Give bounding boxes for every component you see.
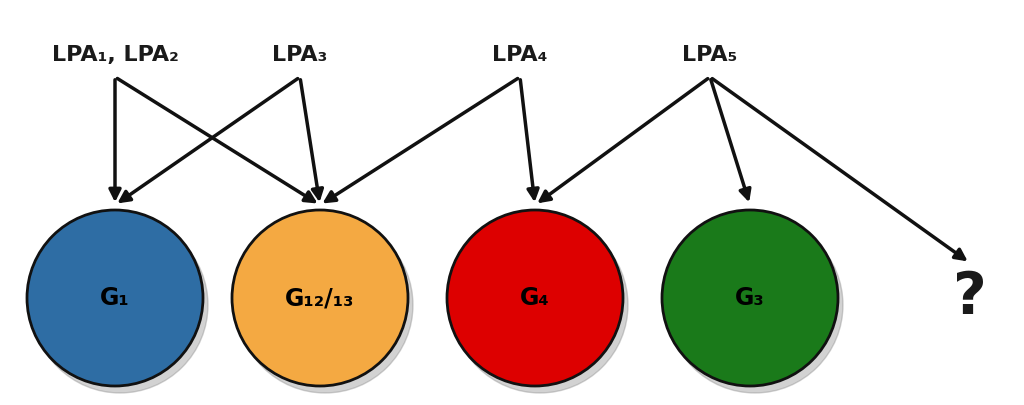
Circle shape [447, 210, 623, 386]
Text: G₄: G₄ [520, 286, 550, 310]
Text: G₃: G₃ [735, 286, 765, 310]
Text: LPA₄: LPA₄ [493, 45, 548, 65]
Circle shape [27, 210, 203, 386]
Circle shape [662, 210, 838, 386]
Circle shape [32, 217, 208, 393]
Text: ?: ? [953, 269, 987, 326]
Text: LPA₅: LPA₅ [682, 45, 737, 65]
Text: G₁₂/₁₃: G₁₂/₁₃ [286, 286, 354, 310]
Circle shape [667, 217, 843, 393]
Text: G₁: G₁ [100, 286, 130, 310]
Circle shape [452, 217, 628, 393]
Text: LPA₁, LPA₂: LPA₁, LPA₂ [51, 45, 178, 65]
Circle shape [237, 217, 413, 393]
Circle shape [232, 210, 408, 386]
Text: LPA₃: LPA₃ [272, 45, 328, 65]
